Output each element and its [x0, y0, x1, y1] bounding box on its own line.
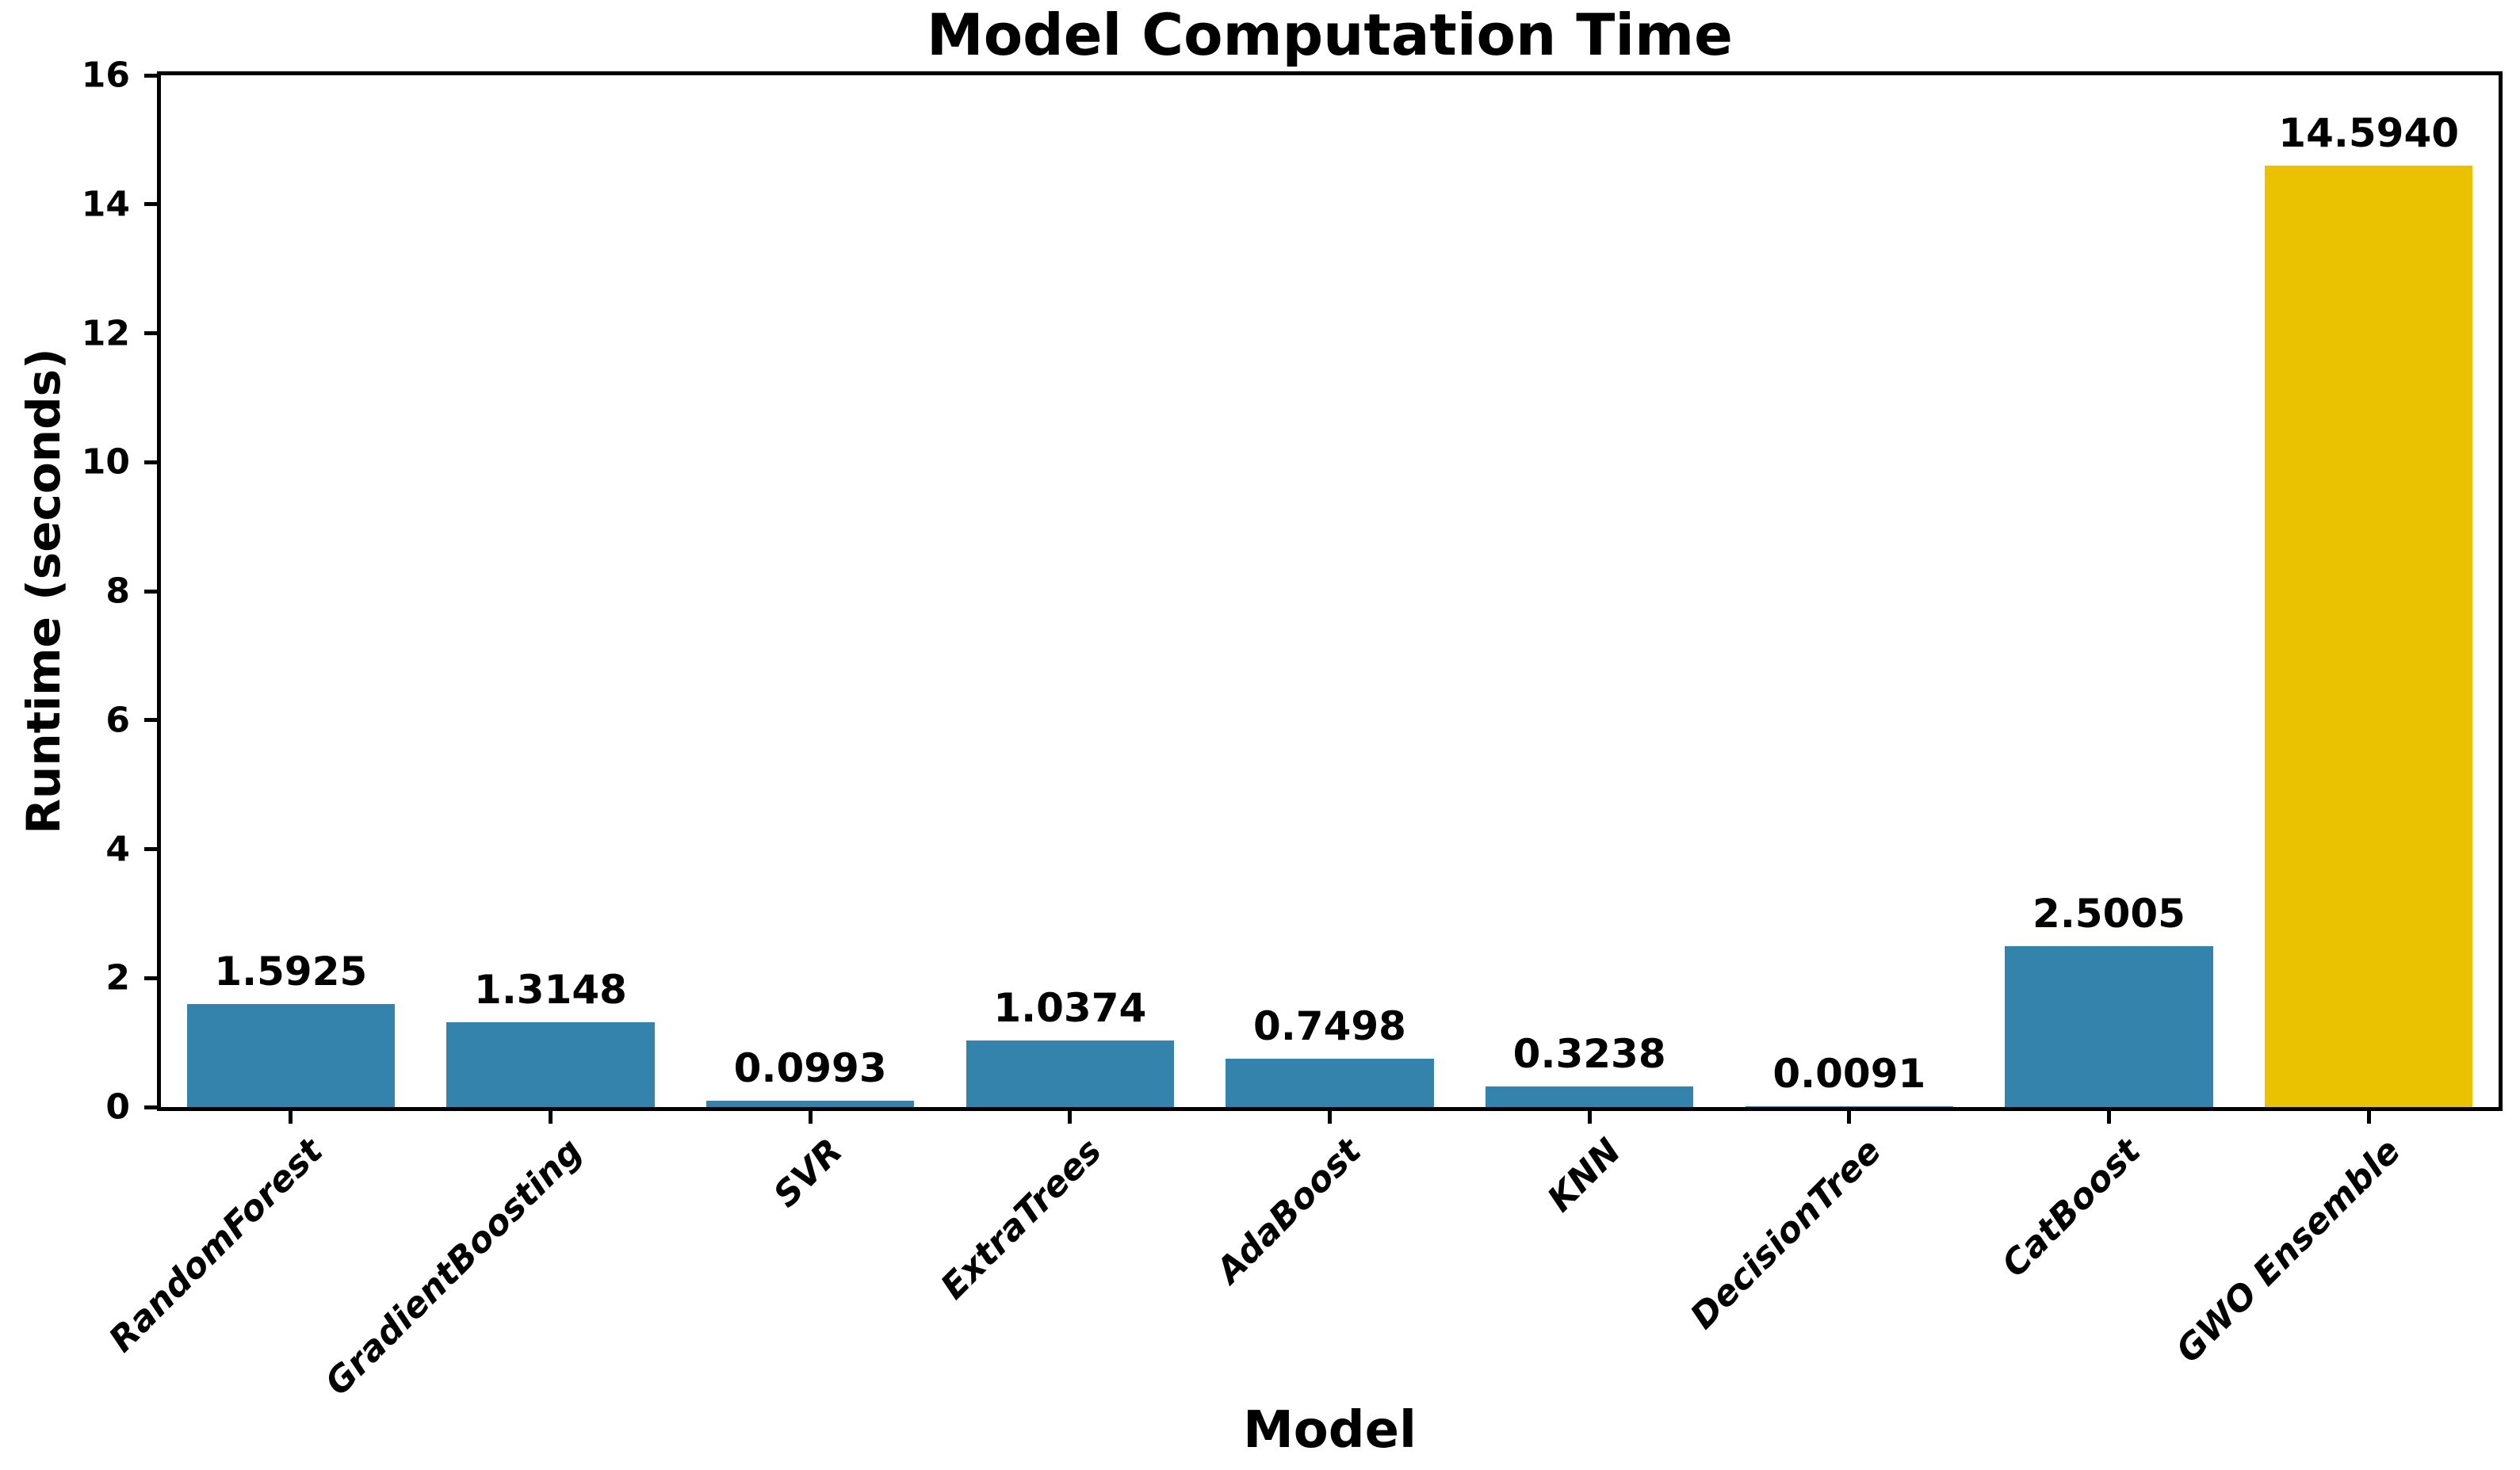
bar-extratrees: [966, 1040, 1174, 1107]
y-tick-mark: [144, 976, 159, 980]
y-tick-label: 14: [81, 184, 130, 225]
bar-gradientboosting: [446, 1022, 655, 1107]
x-tick-label-gwo-ensemble: GWO Ensemble: [2168, 1131, 2409, 1371]
x-tick-label-knn: KNN: [1539, 1131, 1630, 1220]
y-tick-mark: [144, 847, 159, 851]
y-tick-mark: [144, 1105, 159, 1109]
bar-value-label-knn: 0.3238: [1512, 1030, 1666, 1077]
bar-value-label-gradientboosting: 1.3148: [474, 967, 627, 1014]
y-tick-label: 4: [105, 829, 130, 869]
bar-decisiontree: [1745, 1106, 1953, 1107]
x-tick-label-catboost: CatBoost: [1994, 1131, 2149, 1285]
x-tick-label-extratrees: ExtraTrees: [933, 1131, 1110, 1308]
x-tick-mark: [2366, 1109, 2371, 1124]
x-tick-mark: [808, 1109, 813, 1124]
y-tick-mark: [144, 589, 159, 594]
y-tick-label: 16: [81, 55, 130, 96]
bar-value-label-svr: 0.0993: [733, 1044, 887, 1091]
x-tick-mark: [289, 1109, 293, 1124]
bar-value-label-decisiontree: 0.0091: [1772, 1051, 1926, 1097]
plot-area: [157, 71, 2503, 1111]
bar-randomforest: [186, 1004, 395, 1107]
bar-svr: [706, 1100, 915, 1107]
x-tick-mark: [1068, 1109, 1073, 1124]
bar-adaboost: [1226, 1058, 1434, 1107]
bar-value-label-catboost: 2.5005: [2032, 890, 2185, 937]
x-tick-label-adaboost: AdaBoost: [1209, 1131, 1370, 1292]
y-tick-label: 10: [81, 441, 130, 483]
y-tick-mark: [144, 202, 159, 207]
chart-title: Model Computation Time: [927, 2, 1733, 68]
bar-value-label-gwo-ensemble: 14.5940: [2278, 110, 2460, 157]
bar-value-label-randomforest: 1.5925: [214, 949, 368, 995]
y-axis-label: Runtime (seconds): [17, 348, 71, 834]
y-tick-label: 2: [105, 957, 130, 998]
x-tick-mark: [1328, 1109, 1332, 1124]
y-tick-mark: [144, 460, 159, 464]
bar-gwo-ensemble: [2265, 166, 2473, 1107]
x-axis-label: Model: [1243, 1401, 1417, 1460]
y-tick-mark: [144, 331, 159, 335]
x-tick-mark: [549, 1109, 553, 1124]
bar-catboost: [2005, 945, 2213, 1107]
y-tick-label: 6: [105, 700, 130, 741]
bar-value-label-adaboost: 0.7498: [1253, 1003, 1406, 1049]
bar-value-label-extratrees: 1.0374: [993, 984, 1147, 1031]
bar-knn: [1486, 1086, 1694, 1107]
y-tick-label: 8: [105, 571, 130, 612]
x-tick-label-svr: SVR: [765, 1131, 851, 1216]
x-tick-mark: [2107, 1109, 2111, 1124]
x-tick-label-decisiontree: DecisionTree: [1682, 1131, 1889, 1338]
y-tick-mark: [144, 718, 159, 723]
x-tick-mark: [1847, 1109, 1852, 1124]
x-tick-label-gradientboosting: GradientBoosting: [317, 1131, 591, 1403]
y-tick-label: 0: [105, 1086, 130, 1128]
x-tick-mark: [1587, 1109, 1592, 1124]
x-tick-label-randomforest: RandomForest: [101, 1131, 331, 1361]
y-tick-label: 12: [81, 313, 130, 353]
y-tick-mark: [144, 73, 159, 78]
